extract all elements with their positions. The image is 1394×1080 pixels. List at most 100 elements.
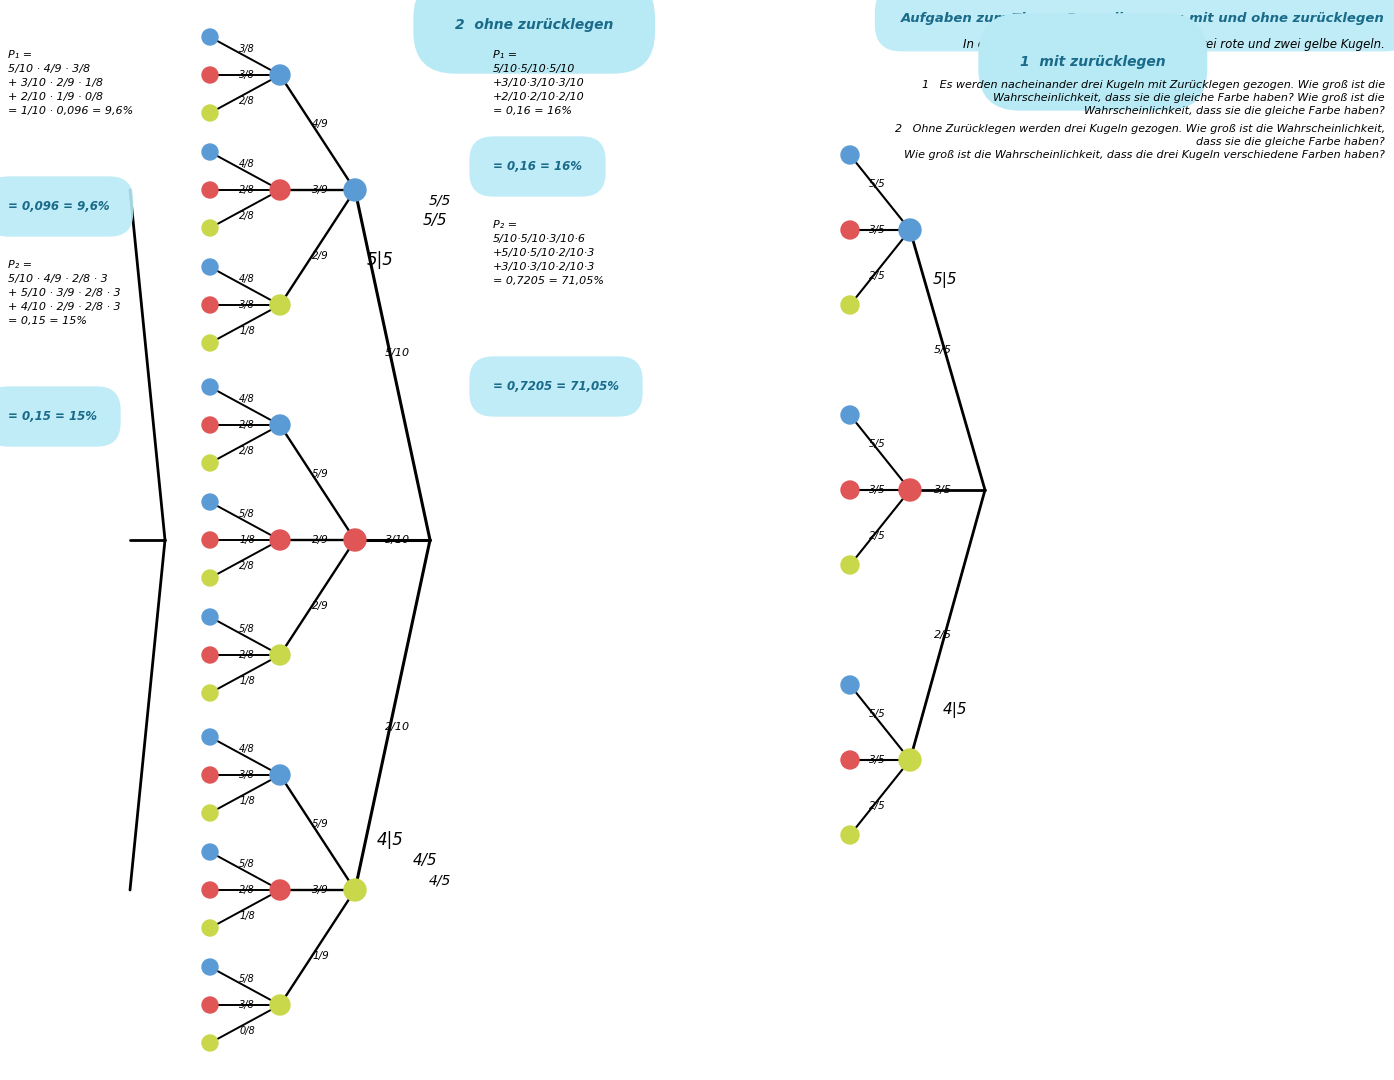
Text: 5|5: 5|5: [367, 251, 393, 269]
Circle shape: [202, 417, 217, 433]
Text: 3/9: 3/9: [312, 885, 329, 895]
Text: 5/5: 5/5: [868, 710, 885, 719]
Text: P₁ =
5/10 · 4/9 · 3/8
+ 3/10 · 2/9 · 1/8
+ 2/10 · 1/9 · 0/8
= 1/10 · 0,096 = 9,6: P₁ = 5/10 · 4/9 · 3/8 + 3/10 · 2/9 · 1/8…: [8, 50, 134, 116]
Text: 1/8: 1/8: [240, 912, 255, 921]
Text: 2/8: 2/8: [240, 446, 255, 456]
Circle shape: [270, 295, 290, 315]
Text: 3/5: 3/5: [868, 485, 885, 495]
Circle shape: [270, 65, 290, 85]
Circle shape: [841, 751, 859, 769]
Text: 4|5: 4|5: [376, 831, 403, 849]
Circle shape: [202, 220, 217, 237]
Text: 3/8: 3/8: [240, 70, 255, 80]
Circle shape: [841, 676, 859, 694]
Circle shape: [270, 415, 290, 435]
Circle shape: [899, 219, 921, 241]
Circle shape: [841, 826, 859, 843]
Text: 4/8: 4/8: [240, 394, 255, 404]
Text: 2/5: 2/5: [868, 800, 885, 810]
Circle shape: [899, 480, 921, 501]
Circle shape: [270, 995, 290, 1015]
Text: 3/9: 3/9: [312, 185, 329, 195]
Text: 5/5: 5/5: [868, 440, 885, 449]
Circle shape: [202, 379, 217, 395]
Circle shape: [202, 609, 217, 625]
Text: 5|5: 5|5: [933, 272, 958, 288]
Circle shape: [202, 920, 217, 936]
Circle shape: [202, 259, 217, 275]
Circle shape: [202, 997, 217, 1013]
Circle shape: [841, 481, 859, 499]
Text: 1/8: 1/8: [240, 676, 255, 686]
Text: 3/8: 3/8: [240, 770, 255, 780]
Text: 4/9: 4/9: [312, 119, 329, 129]
Text: = 0,16 = 16%: = 0,16 = 16%: [493, 160, 583, 173]
Text: 3/5: 3/5: [868, 755, 885, 765]
Text: 5/5: 5/5: [868, 179, 885, 189]
Circle shape: [202, 729, 217, 745]
Text: 4|5: 4|5: [942, 702, 967, 718]
Text: 4/5: 4/5: [429, 873, 452, 887]
Circle shape: [270, 530, 290, 550]
Text: 5/8: 5/8: [240, 509, 255, 519]
Circle shape: [202, 959, 217, 975]
Text: 2/8: 2/8: [240, 420, 255, 430]
Circle shape: [841, 221, 859, 239]
Text: 2/10: 2/10: [385, 723, 410, 732]
Circle shape: [841, 146, 859, 164]
Text: 5/8: 5/8: [240, 974, 255, 984]
Circle shape: [344, 879, 367, 901]
Text: 2/5: 2/5: [868, 530, 885, 540]
Text: 5/10: 5/10: [385, 348, 410, 357]
Text: 1   Es werden nacheinander drei Kugeln mit Zurücklegen gezogen. Wie groß ist die: 1 Es werden nacheinander drei Kugeln mit…: [921, 80, 1386, 117]
Circle shape: [202, 532, 217, 548]
Text: 3/8: 3/8: [240, 1000, 255, 1010]
Circle shape: [841, 406, 859, 424]
Circle shape: [202, 805, 217, 821]
Text: 1/8: 1/8: [240, 326, 255, 336]
Circle shape: [270, 180, 290, 200]
Circle shape: [202, 183, 217, 198]
Circle shape: [270, 645, 290, 665]
Text: 5/5: 5/5: [934, 345, 952, 355]
Text: 1/8: 1/8: [240, 796, 255, 806]
Text: 1/9: 1/9: [312, 951, 329, 961]
Text: 2/8: 2/8: [240, 561, 255, 571]
Text: 4/8: 4/8: [240, 274, 255, 284]
Text: 2/8: 2/8: [240, 211, 255, 221]
Circle shape: [202, 843, 217, 860]
Text: 2/5: 2/5: [934, 630, 952, 640]
Text: 5/5: 5/5: [422, 213, 447, 228]
Text: 2/9: 2/9: [312, 602, 329, 611]
Text: 3/10: 3/10: [385, 535, 410, 545]
Text: 3/8: 3/8: [240, 44, 255, 54]
Text: 2/5: 2/5: [868, 270, 885, 281]
Text: 4/8: 4/8: [240, 744, 255, 754]
Text: 5/9: 5/9: [312, 819, 329, 828]
Text: 5/9: 5/9: [312, 469, 329, 478]
Text: 2   Ohne Zurücklegen werden drei Kugeln gezogen. Wie groß ist die Wahrscheinlich: 2 Ohne Zurücklegen werden drei Kugeln ge…: [891, 124, 1386, 161]
Circle shape: [270, 765, 290, 785]
Text: In einer Urne befinden sich fünf blaue, drei rote und zwei gelbe Kugeln.: In einer Urne befinden sich fünf blaue, …: [963, 38, 1386, 51]
Circle shape: [202, 685, 217, 701]
Circle shape: [202, 494, 217, 510]
Text: = 0,15 = 15%: = 0,15 = 15%: [8, 410, 98, 423]
Text: 3/5: 3/5: [868, 225, 885, 235]
Circle shape: [202, 297, 217, 313]
Text: = 0,096 = 9,6%: = 0,096 = 9,6%: [8, 200, 110, 213]
Text: P₂ =
5/10·5/10·3/10·6
+5/10·5/10·2/10·3
+3/10·3/10·2/10·3
= 0,7205 = 71,05%: P₂ = 5/10·5/10·3/10·6 +5/10·5/10·2/10·3 …: [493, 220, 604, 286]
Text: 1  mit zurücklegen: 1 mit zurücklegen: [1020, 55, 1165, 69]
Text: 2/9: 2/9: [312, 252, 329, 261]
Text: 2  ohne zurücklegen: 2 ohne zurücklegen: [454, 18, 613, 32]
Circle shape: [202, 29, 217, 45]
Circle shape: [202, 1035, 217, 1051]
Circle shape: [202, 335, 217, 351]
Text: 3/8: 3/8: [240, 300, 255, 310]
Circle shape: [202, 647, 217, 663]
Circle shape: [841, 296, 859, 314]
Text: 4/5: 4/5: [413, 852, 438, 867]
Circle shape: [344, 529, 367, 551]
Text: = 0,7205 = 71,05%: = 0,7205 = 71,05%: [493, 380, 619, 393]
Text: 4/8: 4/8: [240, 159, 255, 168]
Circle shape: [202, 67, 217, 83]
